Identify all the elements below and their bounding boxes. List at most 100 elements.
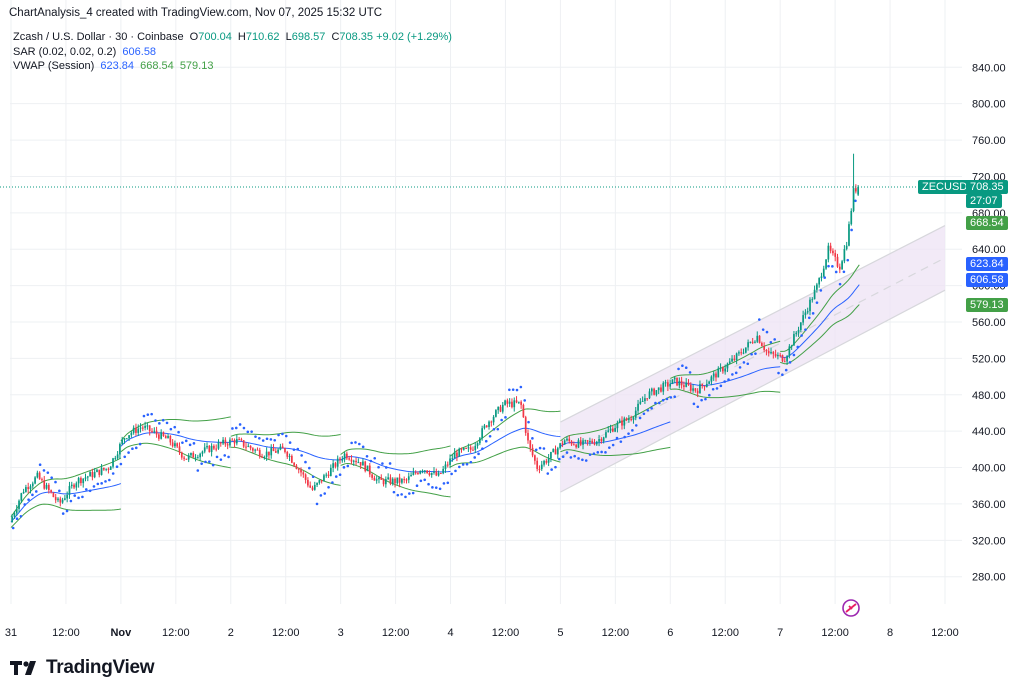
candle-body (758, 335, 761, 344)
candle-body (543, 460, 545, 465)
close-value: 708.35 (339, 31, 374, 43)
sar-dot (627, 432, 630, 435)
candle-body (705, 383, 708, 387)
candle-body (231, 439, 234, 441)
candle-body (235, 439, 238, 444)
vwap-line (230, 440, 341, 461)
candle-body (41, 479, 43, 481)
vwap-lower-band (450, 446, 561, 468)
candle-body (799, 322, 802, 330)
sar-dot (781, 373, 784, 377)
candle-body (59, 498, 62, 503)
candle-body (568, 438, 571, 442)
sar-dot (381, 462, 384, 465)
candle-body (410, 474, 412, 477)
candle-body (277, 449, 279, 453)
time-tick-label: 12:00 (821, 627, 849, 639)
candle-body (281, 446, 284, 449)
date-tick-label: 6 (667, 627, 673, 639)
candle-body (501, 404, 504, 412)
candle-body (834, 253, 837, 257)
candle-body (646, 398, 649, 400)
date-tick-label: 3 (338, 627, 344, 639)
candle-body (105, 468, 108, 470)
symbol-legend-row[interactable]: Zcash / U.S. Dollar · 30 · Coinbase O700… (13, 30, 452, 45)
candle-body (513, 400, 516, 408)
candle-body (155, 430, 158, 435)
sar-dot (15, 517, 19, 521)
candle-body (829, 245, 832, 251)
candle-body (591, 440, 594, 444)
candle-body (442, 468, 445, 474)
candle-body (850, 210, 853, 225)
candle-body (458, 448, 461, 457)
candle-body (756, 335, 759, 342)
candle-body (726, 363, 729, 369)
candle-body (164, 435, 167, 439)
sar-dot (673, 395, 676, 399)
candle-body (701, 384, 704, 386)
candle-body (777, 354, 779, 357)
date-tick-label: 4 (447, 627, 453, 639)
vwap-legend-row[interactable]: VWAP (Session) 623.84 668.54 579.13 (13, 59, 452, 74)
candle-body (208, 445, 211, 453)
candle-body (527, 432, 529, 441)
candle-body (22, 491, 25, 494)
tradingview-logo[interactable]: TradingView (10, 657, 155, 679)
candle-body (362, 461, 364, 466)
candle-body (628, 419, 630, 421)
candle-body (767, 351, 770, 354)
sar-dot (246, 430, 250, 434)
candle-body (488, 421, 490, 427)
candle-body (27, 487, 30, 490)
sar-dot (69, 499, 73, 503)
sar-dot (558, 457, 561, 461)
candle-body (389, 477, 392, 484)
sar-dot (308, 466, 311, 470)
candle-body (185, 458, 188, 460)
candle-body (249, 445, 252, 449)
candle-body (290, 455, 293, 463)
symbol-price-tag: ZECUSD (918, 180, 972, 195)
sar-dot (538, 446, 542, 450)
time-axis[interactable]: 31 12:00 Nov 12:00 2 12:00 3 12:00 4 12:00 5 12:00 6… (5, 627, 959, 639)
candle-body (352, 460, 355, 462)
candle-body (788, 346, 791, 356)
candle-body (552, 449, 555, 452)
candle-body (148, 425, 151, 432)
candle-body (795, 332, 798, 335)
candle-body (598, 439, 600, 442)
sar-dot (508, 388, 511, 392)
candle-body (375, 479, 378, 481)
vwap-line (340, 456, 451, 473)
candle-body (391, 478, 394, 484)
candle-body (607, 430, 610, 433)
candle-body (304, 474, 307, 480)
candle-body (843, 249, 846, 262)
sar-dot (192, 442, 196, 445)
candle-body (712, 373, 715, 377)
candle-body (848, 224, 850, 246)
candle-body (364, 461, 367, 472)
sar-dot (23, 503, 27, 506)
date-tick-label: 8 (887, 627, 893, 639)
candle-body (433, 471, 435, 473)
price-axis[interactable]: 280.00 320.00 360.00 400.00 440.00 480.00 520.… (972, 62, 1006, 583)
price-tick-label: 320.00 (972, 535, 1006, 547)
sar-dot (204, 460, 207, 464)
replay-icon[interactable] (842, 599, 860, 617)
candle-body (811, 299, 814, 301)
sar-dot (565, 451, 569, 454)
candle-body (451, 458, 454, 460)
candle-body (54, 497, 57, 501)
sar-dot (108, 478, 111, 482)
sar-dot (84, 488, 88, 491)
sar-dot (138, 442, 142, 446)
candle-body (797, 329, 800, 333)
sar-legend-row[interactable]: SAR (0.02, 0.02, 0.2) 606.58 (13, 45, 452, 60)
candle-body (373, 477, 376, 481)
candle-body (256, 449, 259, 451)
sar-dot (831, 265, 834, 268)
price-tick-label: 440.00 (972, 426, 1006, 438)
